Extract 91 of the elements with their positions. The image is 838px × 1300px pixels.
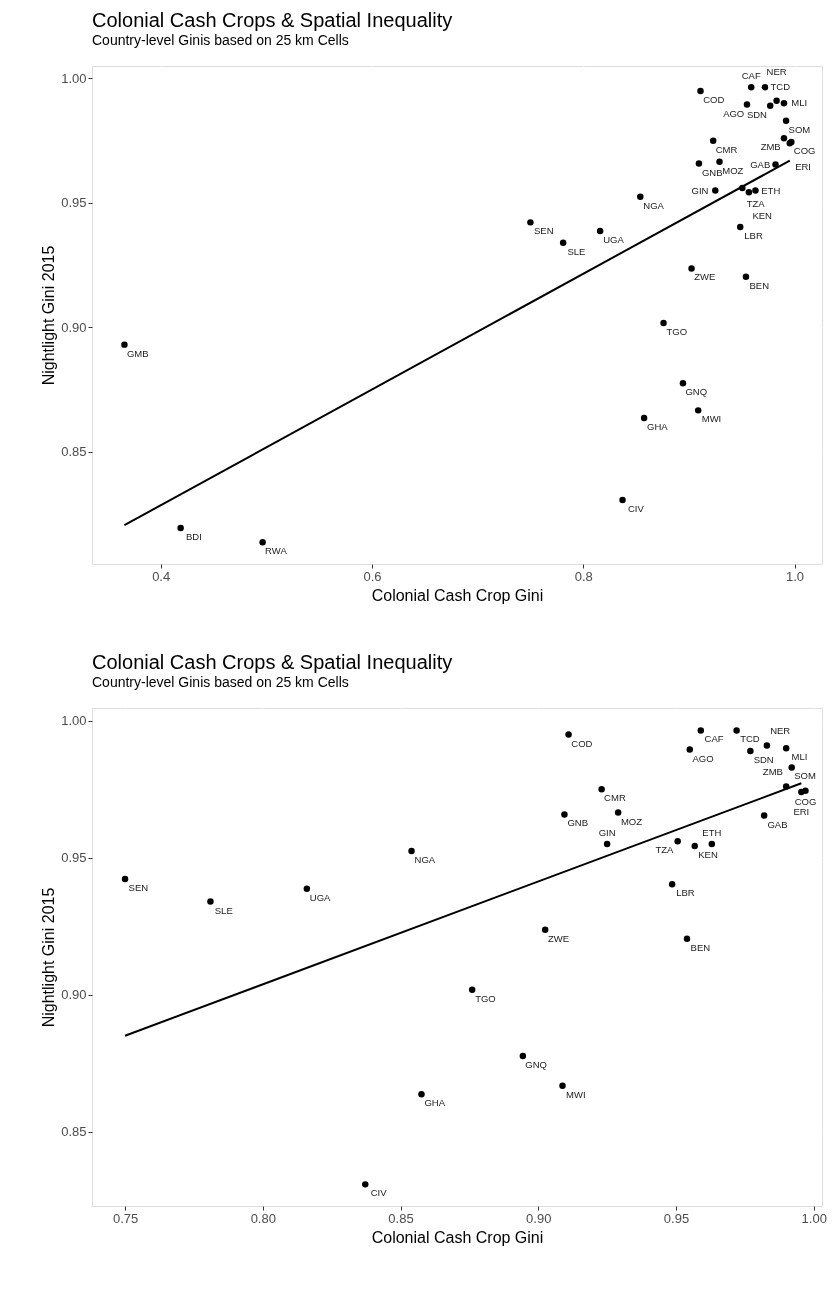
annotation: TZA bbox=[746, 198, 766, 210]
annotation: COG bbox=[793, 144, 816, 156]
annotation: CMR bbox=[604, 792, 626, 804]
annotation: RWA bbox=[265, 545, 288, 557]
x-tick-label: 0.6 bbox=[363, 568, 382, 584]
annotation: MOZ bbox=[722, 164, 744, 176]
y-tick-label: 0.85 bbox=[61, 444, 87, 460]
annotation: SDN bbox=[753, 753, 774, 765]
annotation: CAF bbox=[704, 733, 724, 745]
chart-title: Colonial Cash Crops & Spatial Inequality bbox=[92, 651, 453, 673]
annotation: GHA bbox=[647, 421, 669, 433]
annotation: AGO bbox=[723, 107, 745, 119]
x-tick-label: 0.90 bbox=[526, 1210, 552, 1226]
annotation: CAF bbox=[741, 70, 761, 82]
annotation: GIN bbox=[691, 184, 709, 196]
y-tick-label: 0.95 bbox=[61, 850, 87, 866]
annotation: UGA bbox=[309, 891, 332, 903]
annotation: GNB bbox=[701, 166, 723, 178]
x-tick-label: 1.00 bbox=[801, 1210, 827, 1226]
annotation: GNB bbox=[567, 817, 589, 829]
annotation: NER bbox=[770, 725, 791, 737]
annotation: ETH bbox=[702, 827, 722, 839]
annotation: ZWE bbox=[694, 271, 716, 283]
x-tick-label: 0.95 bbox=[663, 1210, 690, 1226]
annotation: ETH bbox=[761, 184, 781, 196]
annotation: COD bbox=[703, 93, 725, 105]
x-tick-label: 1.0 bbox=[785, 568, 805, 584]
y-tick-label: 0.85 bbox=[61, 1124, 87, 1140]
annotation: GAB bbox=[750, 158, 771, 170]
annotation: BEN bbox=[690, 941, 711, 953]
annotation: BEN bbox=[749, 279, 770, 291]
chart-subtitle: Country-level Ginis based on 25 km Cells bbox=[92, 32, 349, 48]
annotation: ZMB bbox=[760, 141, 781, 153]
annotation: MWI bbox=[566, 1088, 586, 1100]
annotation: GIN bbox=[598, 827, 616, 839]
annotation: TZA bbox=[655, 844, 674, 856]
annotation: NGA bbox=[643, 199, 665, 211]
chart-title: Colonial Cash Crops & Spatial Inequality bbox=[92, 9, 453, 31]
annotation: NER bbox=[766, 66, 787, 78]
annotation: LBR bbox=[744, 230, 763, 242]
annotation: COG bbox=[794, 795, 817, 807]
chart-subtitle: Country-level Ginis based on 25 km Cells bbox=[92, 674, 349, 690]
x-tick-label: 0.80 bbox=[250, 1210, 276, 1226]
x-tick-label: 0.8 bbox=[574, 568, 593, 584]
annotation: CIV bbox=[627, 503, 645, 515]
annotation: SLE bbox=[214, 904, 233, 916]
x-axis-title: Colonial Cash Crop Gini bbox=[371, 1228, 544, 1246]
annotation: KEN bbox=[752, 209, 773, 221]
annotation: ZMB bbox=[762, 766, 783, 778]
y-axis-title: Nightlight Gini 2015 bbox=[40, 245, 58, 386]
annotation: TGO bbox=[666, 325, 688, 337]
annotation: ERI bbox=[793, 805, 810, 817]
x-axis-title: Colonial Cash Crop Gini bbox=[371, 586, 544, 604]
annotation: CMR bbox=[715, 143, 738, 155]
y-axis-title: Nightlight Gini 2015 bbox=[40, 887, 58, 1028]
annotation: BDI bbox=[186, 530, 202, 542]
annotation: NGA bbox=[414, 853, 436, 865]
y-tick-label: 0.90 bbox=[61, 987, 87, 1003]
annotation: GNQ bbox=[685, 386, 708, 398]
annotation: SEN bbox=[533, 225, 554, 237]
annotation: LBR bbox=[676, 887, 695, 899]
y-tick-label: 0.90 bbox=[61, 319, 87, 335]
annotation: SDN bbox=[746, 108, 768, 120]
annotation: SLE bbox=[567, 245, 586, 257]
annotation: COD bbox=[571, 737, 593, 749]
annotation: KEN bbox=[698, 848, 718, 860]
annotation: ZWE bbox=[547, 932, 570, 944]
annotation: CIV bbox=[370, 1187, 388, 1199]
annotation: GNQ bbox=[525, 1058, 547, 1070]
y-tick-label: 1.00 bbox=[61, 713, 87, 729]
annotation: TGO bbox=[475, 992, 496, 1004]
annotation: GAB bbox=[767, 818, 788, 830]
annotation: SEN bbox=[128, 882, 149, 894]
annotation: TCD bbox=[740, 733, 760, 745]
annotation: SOM bbox=[788, 123, 811, 135]
annotation: TCD bbox=[770, 81, 791, 93]
annotation: ERI bbox=[795, 160, 811, 172]
annotation: SOM bbox=[794, 770, 816, 782]
y-tick-label: 1.00 bbox=[61, 70, 87, 86]
annotation: MOZ bbox=[620, 815, 643, 827]
x-tick-label: 0.4 bbox=[152, 568, 171, 584]
y-tick-label: 0.95 bbox=[61, 195, 87, 211]
x-tick-label: 0.75 bbox=[112, 1210, 139, 1226]
x-tick-label: 0.85 bbox=[388, 1210, 414, 1226]
annotation: MLI bbox=[791, 751, 808, 763]
annotation: GHA bbox=[424, 1097, 446, 1109]
annotation: AGO bbox=[692, 752, 714, 764]
annotation: MLI bbox=[791, 97, 808, 109]
annotation: GMB bbox=[126, 347, 149, 359]
annotation: MWI bbox=[701, 413, 722, 425]
annotation: UGA bbox=[603, 234, 625, 246]
